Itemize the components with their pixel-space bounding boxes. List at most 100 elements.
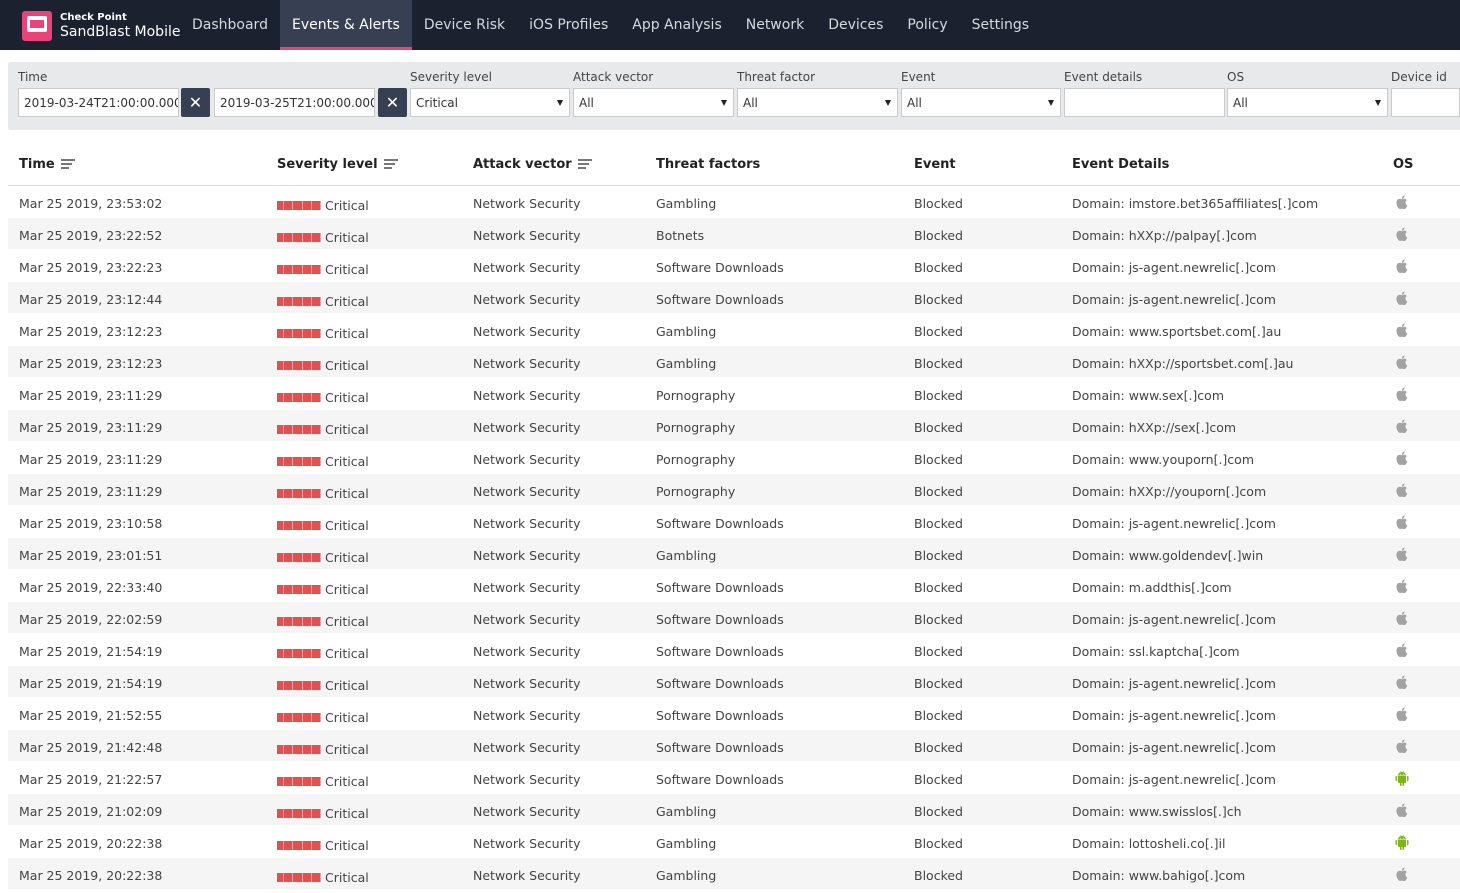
cell-attack-vector: Network Security	[473, 420, 581, 435]
column-header-time[interactable]: Time	[19, 157, 75, 172]
severity-label: Critical	[325, 646, 369, 661]
cell-threat-factor: Software Downloads	[656, 772, 784, 787]
cell-severity: Critical	[277, 294, 369, 309]
brand-company: Check Point	[60, 12, 127, 23]
apple-icon	[1395, 386, 1409, 402]
severity-bar	[277, 457, 322, 466]
cell-severity: Critical	[277, 742, 369, 757]
table-row[interactable]: Mar 25 2019, 21:54:19 Critical Network Sec…	[8, 666, 1460, 698]
table-row[interactable]: Mar 25 2019, 23:22:52 Critical Network Sec…	[8, 218, 1460, 250]
cell-severity: Critical	[277, 646, 369, 661]
table-row[interactable]: Mar 25 2019, 23:11:29 Critical Network Sec…	[8, 442, 1460, 474]
cell-severity: Critical	[277, 806, 369, 821]
severity-label: Critical	[325, 774, 369, 789]
severity-bar	[277, 585, 322, 594]
table-row[interactable]: Mar 25 2019, 23:11:29 Critical Network Sec…	[8, 378, 1460, 410]
cell-event: Blocked	[914, 324, 963, 339]
column-header-severity[interactable]: Severity level	[277, 157, 398, 172]
time-to-input[interactable]: 2019-03-25T21:00:00.000	[214, 88, 375, 117]
nav-item-device-risk[interactable]: Device Risk	[423, 17, 506, 33]
table-row[interactable]: Mar 25 2019, 23:11:29 Critical Network Sec…	[8, 474, 1460, 506]
cell-event-details: Domain: hXXp://youporn[.]com	[1072, 484, 1267, 499]
column-header-details[interactable]: Event Details	[1072, 157, 1170, 172]
severity-bar	[277, 201, 322, 210]
column-header-os[interactable]: OS	[1393, 157, 1414, 172]
table-row[interactable]: Mar 25 2019, 23:01:51 Critical Network Sec…	[8, 538, 1460, 570]
device-id-input[interactable]	[1391, 88, 1460, 117]
android-icon	[1395, 770, 1409, 786]
cell-severity: Critical	[277, 486, 369, 501]
nav-item-network[interactable]: Network	[745, 17, 805, 33]
table-row[interactable]: Mar 25 2019, 23:12:44 Critical Network Sec…	[8, 282, 1460, 314]
table-body: Mar 25 2019, 23:53:02 Critical Network Sec…	[8, 186, 1460, 890]
severity-bar	[277, 809, 322, 818]
table-row[interactable]: Mar 25 2019, 23:12:23 Critical Network Sec…	[8, 314, 1460, 346]
column-header-threat[interactable]: Threat factors	[656, 157, 761, 172]
table-row[interactable]: Mar 25 2019, 22:02:59 Critical Network Sec…	[8, 602, 1460, 634]
brand[interactable]: Check Point SandBlast Mobile	[22, 11, 180, 41]
nav-item-app-analysis[interactable]: App Analysis	[632, 17, 722, 33]
nav-item-policy[interactable]: Policy	[907, 17, 948, 33]
os-filter-label: OS	[1227, 70, 1245, 84]
close-icon: ✕	[188, 93, 203, 112]
os-select[interactable]: All	[1227, 88, 1388, 117]
table-row[interactable]: Mar 25 2019, 20:22:38 Critical Network Sec…	[8, 826, 1460, 858]
table-row[interactable]: Mar 25 2019, 23:22:23 Critical Network Sec…	[8, 250, 1460, 282]
nav-item-dashboard[interactable]: Dashboard	[192, 17, 268, 33]
nav-item-devices[interactable]: Devices	[828, 17, 884, 33]
table-row[interactable]: Mar 25 2019, 21:54:19 Critical Network Sec…	[8, 634, 1460, 666]
cell-threat-factor: Pornography	[656, 452, 736, 467]
cell-event-details: Domain: www.sex[.]com	[1072, 388, 1224, 403]
details-filter-label: Event details	[1064, 70, 1143, 84]
cell-attack-vector: Network Security	[473, 452, 581, 467]
table-row[interactable]: Mar 25 2019, 23:11:29 Critical Network Sec…	[8, 410, 1460, 442]
table-row[interactable]: Mar 25 2019, 21:22:57 Critical Network Sec…	[8, 762, 1460, 794]
cell-event: Blocked	[914, 644, 963, 659]
nav-item-events-alerts[interactable]: Events & Alerts	[279, 0, 412, 50]
sort-icon[interactable]	[60, 158, 75, 171]
attack-select[interactable]: All	[573, 88, 734, 117]
severity-label: Critical	[325, 710, 369, 725]
severity-bar	[277, 617, 322, 626]
nav-item-ios-profiles[interactable]: iOS Profiles	[529, 17, 609, 33]
table-row[interactable]: Mar 25 2019, 20:22:38 Critical Network Sec…	[8, 858, 1460, 890]
column-header-event[interactable]: Event	[914, 157, 956, 172]
severity-bar	[277, 329, 322, 338]
event-select[interactable]: All	[901, 88, 1061, 117]
table-row[interactable]: Mar 25 2019, 21:52:55 Critical Network Sec…	[8, 698, 1460, 730]
clear-time-to-button[interactable]: ✕	[378, 88, 407, 117]
details-input[interactable]	[1064, 88, 1225, 117]
severity-label: Critical	[325, 486, 369, 501]
cell-event: Blocked	[914, 548, 963, 563]
sort-icon[interactable]	[577, 158, 592, 171]
nav-item-settings[interactable]: Settings	[971, 17, 1030, 33]
table-row[interactable]: Mar 25 2019, 22:33:40 Critical Network Sec…	[8, 570, 1460, 602]
cell-time: Mar 25 2019, 21:02:09	[19, 804, 163, 819]
table-row[interactable]: Mar 25 2019, 21:42:48 Critical Network Sec…	[8, 730, 1460, 762]
time-from-input[interactable]: 2019-03-24T21:00:00.000	[18, 88, 179, 117]
cell-attack-vector: Network Security	[473, 356, 581, 371]
clear-time-from-button[interactable]: ✕	[181, 88, 210, 117]
threat-select[interactable]: All	[737, 88, 898, 117]
cell-time: Mar 25 2019, 22:02:59	[19, 612, 163, 627]
sort-icon[interactable]	[383, 158, 398, 171]
severity-select[interactable]: Critical	[410, 88, 570, 117]
table-row[interactable]: Mar 25 2019, 23:10:58 Critical Network Sec…	[8, 506, 1460, 538]
cell-attack-vector: Network Security	[473, 676, 581, 691]
cell-severity: Critical	[277, 454, 369, 469]
table-row[interactable]: Mar 25 2019, 23:12:23 Critical Network Sec…	[8, 346, 1460, 378]
severity-label: Critical	[325, 262, 369, 277]
column-header-attack[interactable]: Attack vector	[473, 157, 592, 172]
severity-label: Critical	[325, 518, 369, 533]
cell-threat-factor: Software Downloads	[656, 676, 784, 691]
cell-time: Mar 25 2019, 23:11:29	[19, 420, 163, 435]
severity-bar	[277, 297, 322, 306]
table-row[interactable]: Mar 25 2019, 21:02:09 Critical Network Sec…	[8, 794, 1460, 826]
threat-select-value: All	[743, 95, 758, 110]
severity-bar	[277, 553, 322, 562]
apple-icon	[1395, 642, 1409, 658]
severity-label: Critical	[325, 550, 369, 565]
cell-event: Blocked	[914, 260, 963, 275]
main-nav: Dashboard Events & Alerts Device Risk iOS P…	[180, 0, 1041, 50]
table-row[interactable]: Mar 25 2019, 23:53:02 Critical Network Sec…	[8, 186, 1460, 218]
